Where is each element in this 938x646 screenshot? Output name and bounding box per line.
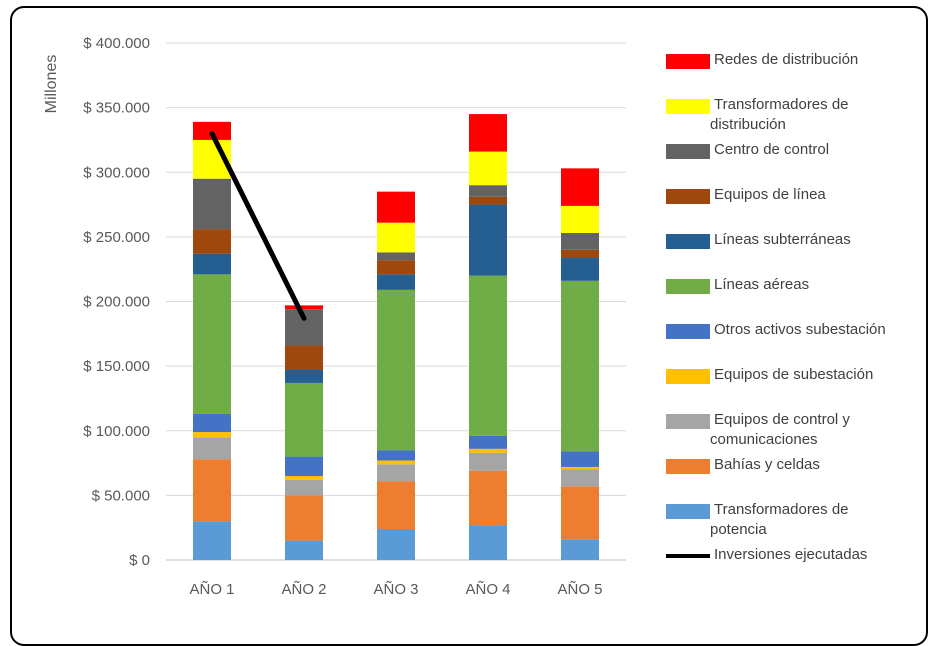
legend-swatch (666, 144, 710, 159)
bar-segment (561, 486, 599, 540)
legend-label: Equipos de control y comunicaciones (710, 411, 850, 448)
legend-swatch (666, 504, 710, 519)
bar-segment (561, 451, 599, 467)
y-axis-ticks: $ 0 $ 50.000 $ 100.000 $ 150.000 $ 200.000 $ … (83, 35, 150, 569)
legend-swatch (666, 369, 710, 384)
y-tick-label: $ 300.000 (83, 164, 150, 181)
bar-segment (193, 437, 231, 460)
bar-segment (377, 528, 415, 560)
x-tick-label: AÑO 5 (557, 581, 602, 598)
legend-swatch (666, 414, 710, 429)
bar-segment (193, 413, 231, 433)
bar-segment (193, 178, 231, 230)
y-tick-label: $ 0 (129, 552, 150, 569)
bar-segment (561, 249, 599, 258)
x-axis-ticks: AÑO 1 AÑO 2 AÑO 3 AÑO 4 AÑO 5 (189, 581, 602, 598)
bar-segment (469, 470, 507, 526)
bar-segment (561, 257, 599, 281)
y-tick-label: $ 100.000 (83, 423, 150, 440)
bar-segment (469, 448, 507, 453)
executed-investment-line (209, 130, 307, 321)
legend-swatch (666, 234, 710, 249)
y-tick-label: $ 250.000 (83, 229, 150, 246)
y-tick-label: $ 400.000 (83, 35, 150, 52)
x-tick-label: AÑO 3 (373, 581, 418, 598)
x-tick-label: AÑO 2 (281, 581, 326, 598)
bar-segment (193, 432, 231, 438)
bar-segment (193, 229, 231, 254)
bar-segment (469, 435, 507, 449)
bar-segment (561, 280, 599, 452)
bar-segment (285, 382, 323, 457)
legend-swatch (666, 279, 710, 294)
legend-label: Transformadores de distribución (710, 96, 849, 133)
bar-segment (285, 345, 323, 371)
bar-segment (561, 466, 599, 470)
legend-label: Líneas aéreas (714, 276, 809, 293)
y-axis-title: Millones (43, 55, 60, 114)
legend-label: Inversiones ejecutadas (714, 546, 867, 563)
bar-segment (469, 114, 507, 152)
legend-swatch (666, 54, 710, 69)
bar-segment (469, 151, 507, 186)
legend-label: Transformadores de potencia (710, 501, 849, 538)
legend-label: Redes de distribución (714, 51, 858, 68)
legend-label: Líneas subterráneas (714, 231, 851, 248)
bar-segment (285, 475, 323, 480)
bar-segment (193, 521, 231, 560)
legend-label: Centro de control (714, 141, 829, 158)
line-series (209, 130, 307, 321)
legend-swatch (666, 324, 710, 339)
y-tick-label: $ 50.000 (92, 487, 150, 504)
legend-swatch (666, 459, 710, 474)
bar-segment (193, 459, 231, 522)
bar-segment (377, 260, 415, 275)
bar-segment (285, 540, 323, 560)
stacked-bar-chart: $ 0 $ 50.000 $ 100.000 $ 150.000 $ 200.000 $ … (43, 35, 886, 598)
bar-segment (561, 205, 599, 233)
bar-segment (377, 450, 415, 461)
legend-label: Otros activos subestación (714, 321, 886, 338)
bar-segment (469, 196, 507, 205)
bar-segment (285, 370, 323, 383)
legend: Redes de distribución Transformadores de d… (666, 51, 886, 563)
y-tick-label: $ 350.000 (83, 100, 150, 117)
bar-segment (377, 191, 415, 223)
bar-segment (561, 168, 599, 206)
bar-segment (561, 469, 599, 487)
y-tick-label: $ 150.000 (83, 358, 150, 375)
bar-segment (377, 222, 415, 253)
bar-segment (193, 274, 231, 414)
bar-segment (469, 185, 507, 197)
bar-segment (193, 253, 231, 275)
bar-segment (469, 452, 507, 471)
bar-segment (193, 121, 231, 140)
bar-segment (377, 274, 415, 290)
bar-segment (377, 289, 415, 451)
bar-segment (377, 481, 415, 529)
bar-segment (285, 479, 323, 496)
bars (193, 114, 599, 560)
bar-segment (469, 525, 507, 560)
gridlines (166, 42, 626, 561)
x-tick-label: AÑO 1 (189, 581, 234, 598)
x-tick-label: AÑO 4 (465, 581, 510, 598)
bar-segment (469, 204, 507, 276)
legend-label: Equipos de línea (714, 186, 826, 203)
bar-segment (377, 464, 415, 482)
legend-label: Equipos de subestación (714, 366, 873, 383)
bar-segment (469, 275, 507, 436)
y-tick-label: $ 200.000 (83, 294, 150, 311)
bar-segment (377, 460, 415, 465)
legend-label: Bahías y celdas (714, 456, 820, 473)
legend-swatch (666, 99, 710, 114)
bar-segment (285, 495, 323, 541)
bar-segment (285, 456, 323, 476)
bar-segment (561, 232, 599, 250)
bar-segment (561, 539, 599, 560)
bar-segment (285, 305, 323, 310)
bar-segment (377, 252, 415, 261)
legend-swatch (666, 189, 710, 204)
